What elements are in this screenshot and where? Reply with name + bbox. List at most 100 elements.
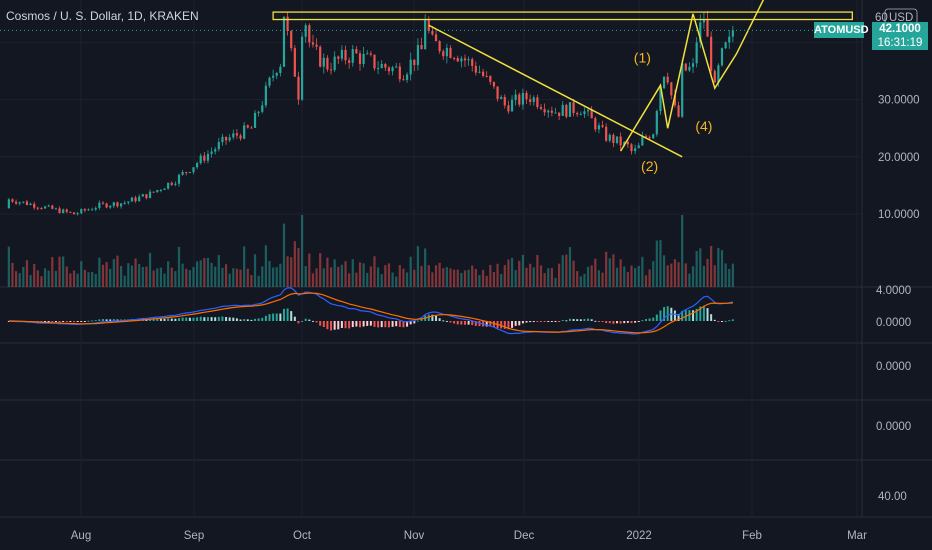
macd-histogram-bar: [536, 321, 539, 322]
macd-histogram-bar: [44, 321, 47, 323]
time-axis-label: Aug: [71, 530, 91, 542]
candle-body: [80, 209, 83, 214]
macd-histogram-bar: [453, 321, 456, 324]
candle-body: [217, 142, 220, 150]
volume-bar: [174, 271, 177, 287]
macd-histogram-bar: [460, 321, 463, 325]
macd-histogram-bar: [583, 318, 586, 321]
volume-bar: [489, 264, 492, 287]
macd-histogram-bar: [109, 319, 112, 321]
macd-histogram-bar: [637, 321, 640, 322]
candle-body: [720, 48, 724, 66]
volume-bar: [123, 275, 126, 287]
candle-body: [521, 92, 524, 105]
macd-histogram-bar: [116, 319, 119, 321]
candle-body: [518, 94, 521, 105]
volume-bar: [304, 266, 307, 287]
candle-body: [40, 208, 43, 210]
candle-body: [250, 127, 253, 129]
pane5-axis-label: 40.00: [878, 491, 907, 503]
volume-bar: [525, 267, 528, 287]
candle-body: [724, 42, 727, 49]
macd-histogram-bar: [699, 306, 702, 321]
candle-body: [145, 194, 148, 199]
volume-bar: [319, 253, 322, 287]
volume-bar: [510, 257, 514, 287]
candle-body: [630, 144, 633, 152]
volume-bar: [539, 265, 543, 287]
candle-body: [177, 174, 181, 184]
macd-histogram-bar: [521, 321, 524, 324]
candle-body: [405, 74, 409, 80]
macd-histogram-bar: [507, 321, 510, 330]
macd-histogram-bar: [644, 319, 647, 321]
candle-body: [185, 172, 188, 174]
macd-histogram-bar: [445, 320, 448, 322]
macd-histogram-bar: [489, 321, 492, 327]
volume-bar: [43, 268, 47, 287]
candle-body: [681, 63, 684, 117]
candle-body: [558, 112, 561, 116]
candle-body: [210, 151, 213, 154]
macd-histogram-bar: [192, 317, 195, 321]
candle-body: [351, 49, 354, 63]
volume-bar: [181, 263, 184, 287]
macd-histogram-bar: [377, 321, 380, 328]
macd-histogram-bar: [174, 318, 177, 321]
macd-histogram-bar: [159, 318, 162, 321]
volume-bar: [424, 248, 427, 287]
candle-body: [275, 72, 278, 76]
macd-histogram-bar: [601, 321, 604, 322]
volume-bar: [518, 260, 521, 287]
candle-body: [109, 205, 112, 208]
candle-body: [699, 22, 702, 43]
candle-body: [445, 47, 448, 57]
candle-body: [717, 65, 720, 83]
volume-bar: [87, 272, 90, 287]
candle-body: [413, 59, 416, 66]
candle-body: [340, 49, 343, 59]
price-axis-label-60: 60: [875, 12, 888, 24]
macd-histogram-bar: [279, 313, 282, 321]
macd-histogram-bar: [304, 318, 307, 321]
candle-body: [453, 57, 456, 59]
macd-histogram-bar: [663, 307, 666, 321]
macd-histogram-bar: [250, 319, 253, 321]
candle-body: [659, 88, 662, 112]
macd-histogram-bar: [511, 321, 514, 328]
volume-bar: [615, 267, 619, 287]
candle-body: [543, 109, 546, 113]
volume-bar: [590, 265, 593, 287]
volume-bar: [579, 276, 582, 287]
macd-histogram-bar: [518, 321, 521, 326]
macd-histogram-bar: [156, 318, 159, 321]
volume-bar: [673, 259, 677, 287]
macd-histogram-bar: [731, 319, 734, 321]
volume-bar: [630, 265, 633, 287]
candle-body: [424, 19, 427, 50]
candle-body: [337, 56, 340, 59]
volume-bar: [315, 268, 318, 287]
macd-histogram-bar: [612, 321, 615, 324]
volume-bar: [54, 270, 58, 287]
candle-body: [224, 136, 228, 141]
candle-body: [380, 63, 383, 69]
macd-histogram-bar: [297, 321, 300, 324]
candle-body: [290, 30, 293, 49]
macd-histogram-bar: [514, 321, 517, 326]
macd-histogram-bar: [330, 321, 333, 331]
macd-histogram-bar: [232, 317, 235, 321]
candle-body: [348, 60, 351, 63]
volume-bar: [246, 268, 249, 287]
macd-histogram-bar: [206, 317, 209, 321]
currency-label: USD: [889, 12, 913, 24]
candle-body: [710, 36, 713, 71]
candle-body: [119, 203, 123, 207]
candle-body: [655, 111, 658, 135]
volume-bar: [601, 272, 604, 287]
macd-histogram-bar: [550, 321, 553, 322]
volume-bar: [572, 260, 575, 287]
candle-body: [641, 136, 644, 146]
macd-histogram-bar: [395, 321, 398, 327]
